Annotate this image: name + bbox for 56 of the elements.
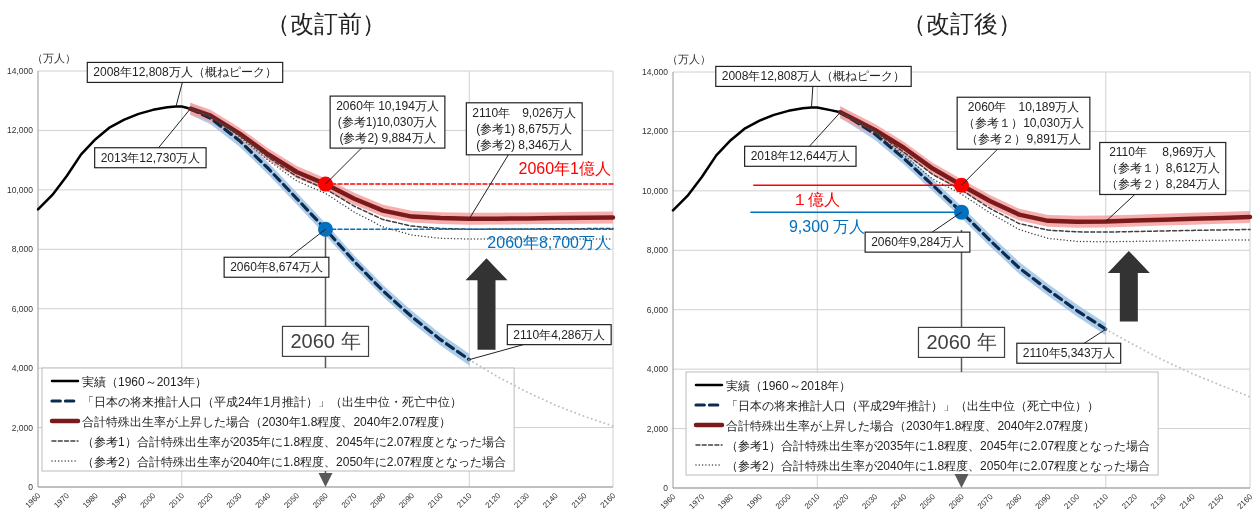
legend-label: 合計特殊出生率が上昇した場合（2030年1.8程度、2040年2.07程度）: [82, 414, 452, 429]
series-label: 2060年8,700万人: [487, 234, 611, 252]
annotation: 2060年9,284万人: [871, 235, 964, 250]
annotation: （参考２）9,891万人: [966, 132, 1081, 147]
annotation: (参考1)10,030万人: [337, 115, 438, 130]
annotation: （参考１）10,030万人: [963, 116, 1084, 131]
annotation: (参考2) 8,346万人: [476, 137, 573, 152]
y-tick-label: 8,000: [11, 244, 34, 255]
y-tick-label: 4,000: [646, 364, 669, 375]
annotation: 2008年12,808万人（概ねピーク）: [93, 65, 277, 80]
legend-label: 実績（1960～2013年）: [82, 374, 208, 389]
series-label: １億人: [791, 191, 840, 209]
annotation: （参考２）8,284万人: [1105, 177, 1220, 192]
legend-label: 合計特殊出生率が上昇した場合（2030年1.8程度、2040年2.07程度）: [726, 418, 1096, 433]
y-tick-label: 12,000: [7, 125, 34, 136]
y-tick-label: 6,000: [646, 304, 669, 315]
annotation: 2060年8,674万人: [230, 260, 323, 275]
legend-label: 「日本の将来推計人口（平成24年1月推計）」（出生中位・死亡中位）: [82, 394, 463, 409]
annotation: 2008年12,808万人（概ねピーク）: [721, 69, 906, 84]
y-tick-label: 10,000: [7, 184, 34, 195]
y-axis-title: （万人）: [667, 53, 711, 65]
legend-label: （参考1）合計特殊出生率が2035年に1.8程度、2045年に2.07程度となった場合: [82, 434, 507, 449]
y-tick-label: 10,000: [642, 185, 669, 196]
y-axis-title: （万人）: [32, 52, 76, 64]
chart-title: （改訂前）: [265, 10, 386, 37]
legend-label: 実績（1960～2018年）: [726, 378, 852, 393]
legend-label: （参考1）合計特殊出生率が2035年に1.8程度、2045年に2.07程度となった場合: [726, 438, 1151, 453]
annotation: (参考2) 9,884万人: [339, 131, 436, 146]
y-tick-label: 4,000: [11, 363, 34, 374]
y-tick-label: 14,000: [7, 66, 34, 76]
ref-line-label: 2060 年: [926, 331, 997, 354]
y-tick-label: 0: [663, 483, 669, 493]
series-label: 9,300 万人: [788, 218, 866, 236]
annotation: 2013年12,730万人: [100, 150, 201, 165]
y-tick-label: 2,000: [646, 423, 669, 434]
annotation: 2060年 10,194万人: [336, 99, 439, 114]
series-label: 2060年1億人: [518, 160, 611, 178]
legend-label: （参考2）合計特殊出生率が2040年に1.8程度、2050年に2.07程度となった場合: [726, 458, 1151, 473]
y-tick-label: 6,000: [11, 303, 34, 314]
annotation: 2110年 8,969万人: [1109, 145, 1217, 160]
annotation: (参考1) 8,675万人: [476, 121, 573, 136]
annotation: 2110年 9,026万人: [472, 105, 577, 120]
annotation: 2060年 10,189万人: [967, 100, 1080, 115]
annotation: （参考１）8,612万人: [1105, 161, 1220, 176]
annotation: 2110年5,343万人: [1022, 346, 1115, 361]
legend-label: （参考2）合計特殊出生率が2040年に1.8程度、2050年に2.07程度となった場合: [82, 454, 507, 469]
y-tick-label: 8,000: [646, 245, 669, 256]
y-tick-label: 0: [28, 482, 34, 492]
legend-label: 「日本の将来推計人口（平成29年推計）」（出生中位（死亡中位））: [726, 398, 1100, 413]
y-tick-label: 12,000: [642, 126, 669, 137]
annotation: 2018年12,644万人: [750, 149, 851, 164]
ref-line-label: 2060 年: [290, 330, 361, 353]
annotation: 2110年4,286万人: [513, 327, 606, 342]
chart-title: （改訂後）: [901, 10, 1022, 37]
y-tick-label: 14,000: [642, 67, 669, 77]
y-tick-label: 2,000: [11, 422, 34, 433]
